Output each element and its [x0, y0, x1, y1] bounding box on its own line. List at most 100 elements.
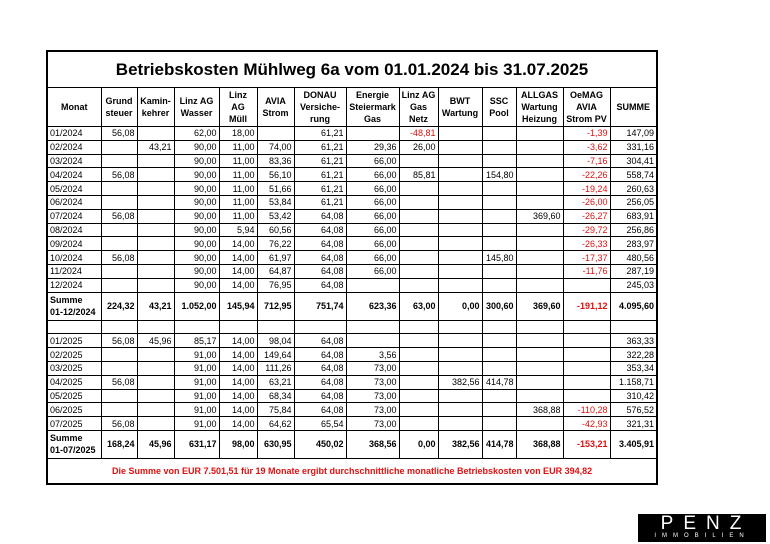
cell	[515, 139, 564, 155]
cell: 90,00	[173, 250, 220, 265]
cell: 168,24	[100, 429, 138, 459]
cell	[398, 388, 439, 404]
empty-cell	[46, 319, 102, 335]
cell	[136, 126, 175, 141]
cell: -191,12	[562, 291, 611, 321]
cell: -110,28	[562, 402, 611, 418]
cell: 62,00	[173, 126, 220, 141]
cell: 3,56	[345, 347, 400, 362]
cell: 14,00	[218, 360, 258, 376]
cell: 11,00	[218, 139, 258, 155]
cell: 56,08	[100, 333, 138, 349]
cell	[562, 347, 611, 362]
row-label: 01/2024	[46, 126, 102, 141]
cell	[100, 139, 138, 155]
cell: 73,00	[345, 402, 400, 418]
cell: 683,91	[609, 208, 658, 224]
cell	[515, 333, 564, 349]
cell: 712,95	[256, 291, 295, 321]
cell: 576,52	[609, 402, 658, 418]
cell	[345, 126, 400, 141]
data-row: 11/2024 90,00 14,00 64,87 64,08 66,00 -11,76 28…	[46, 263, 658, 279]
cell	[136, 194, 175, 210]
cell: 91,00	[173, 402, 220, 418]
cell: 11,00	[218, 153, 258, 169]
cell: 90,00	[173, 263, 220, 279]
cell: 363,33	[609, 333, 658, 349]
cell	[136, 277, 175, 293]
row-label: 09/2024	[46, 236, 102, 252]
cell: 300,60	[481, 291, 517, 321]
cell	[398, 333, 439, 349]
cell	[437, 388, 483, 404]
cell	[437, 416, 483, 431]
cell: 90,00	[173, 181, 220, 196]
cell: -19,24	[562, 181, 611, 196]
cell	[398, 374, 439, 390]
row-label: 01/2025	[46, 333, 102, 349]
cell	[515, 222, 564, 238]
cell	[136, 222, 175, 238]
data-row: 06/2024 90,00 11,00 53,84 61,21 66,00 -26,00 25…	[46, 194, 658, 210]
logo: PENZ IMMOBILIEN	[638, 514, 766, 542]
cell: 73,00	[345, 374, 400, 390]
cell	[515, 167, 564, 183]
cell	[100, 402, 138, 418]
row-label: 07/2024	[46, 208, 102, 224]
cell	[481, 139, 517, 155]
cell: 18,00	[218, 126, 258, 141]
cell	[437, 236, 483, 252]
cell: 11,00	[218, 208, 258, 224]
cell	[136, 416, 175, 431]
cell: 64,08	[293, 208, 347, 224]
cell: 245,03	[609, 277, 658, 293]
row-label: 04/2025	[46, 374, 102, 390]
data-row: 07/2025 56,08 91,00 14,00 64,62 65,54 73,00 -42…	[46, 416, 658, 431]
cell: 1.052,00	[173, 291, 220, 321]
cell	[515, 277, 564, 293]
cell: 64,08	[293, 347, 347, 362]
cell: 43,21	[136, 139, 175, 155]
empty-cell	[345, 319, 400, 335]
cell	[136, 360, 175, 376]
data-row: 08/2024 90,00 5,94 60,56 64,08 66,00 -29,72 256…	[46, 222, 658, 238]
cell: 51,66	[256, 181, 295, 196]
cell: 256,86	[609, 222, 658, 238]
cell: 56,08	[100, 374, 138, 390]
cell: 61,21	[293, 167, 347, 183]
cell	[515, 181, 564, 196]
cell	[100, 194, 138, 210]
row-label: Summe 01-12/2024	[46, 291, 102, 321]
cell: 630,95	[256, 429, 295, 459]
cell	[515, 416, 564, 431]
cell: 45,96	[136, 429, 175, 459]
cell	[515, 153, 564, 169]
cell	[100, 347, 138, 362]
cell: 56,10	[256, 167, 295, 183]
cell	[562, 277, 611, 293]
cell: 64,08	[293, 277, 347, 293]
cell: 56,08	[100, 208, 138, 224]
cell: 64,62	[256, 416, 295, 431]
cell: 64,08	[293, 402, 347, 418]
cell: 61,21	[293, 153, 347, 169]
cell	[136, 167, 175, 183]
cell: 11,00	[218, 194, 258, 210]
cell	[136, 347, 175, 362]
row-label: 05/2025	[46, 388, 102, 404]
cell: 5,94	[218, 222, 258, 238]
data-row: 06/2025 91,00 14,00 75,84 64,08 73,00 368,88 -1…	[46, 402, 658, 418]
cell: 14,00	[218, 277, 258, 293]
cell	[136, 181, 175, 196]
cell: 0,00	[437, 291, 483, 321]
cell	[481, 416, 517, 431]
cell: 90,00	[173, 153, 220, 169]
column-header: SSC Pool	[481, 87, 517, 127]
table-body: Betriebskosten Mühlweg 6a vom 01.01.2024…	[46, 50, 658, 485]
cell	[136, 263, 175, 279]
cell	[481, 181, 517, 196]
cell: 145,80	[481, 250, 517, 265]
cell: 61,21	[293, 194, 347, 210]
cell: 11,00	[218, 181, 258, 196]
cell: 65,54	[293, 416, 347, 431]
